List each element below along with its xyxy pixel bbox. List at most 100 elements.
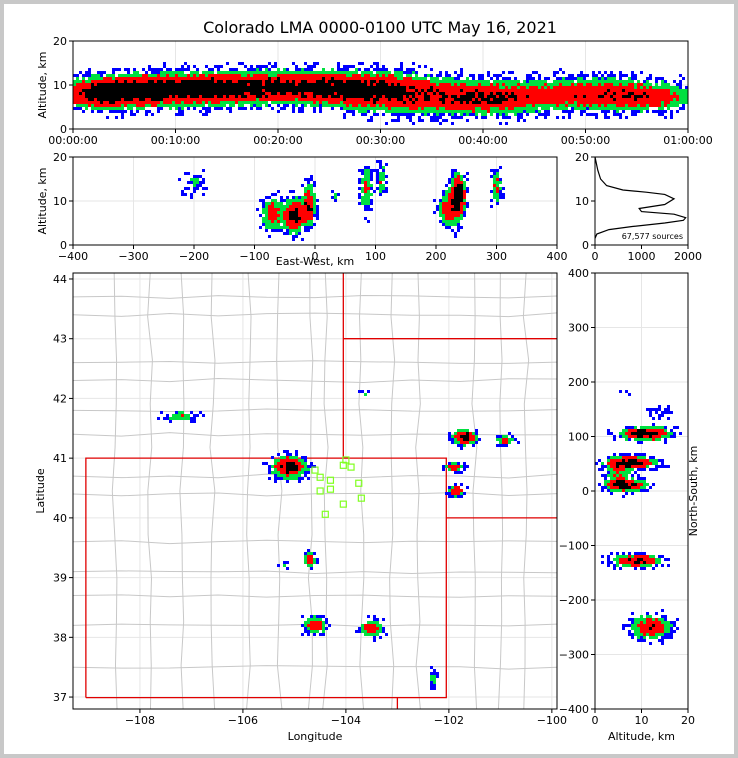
time-altitude-density-cell [286,95,289,98]
plan-view-density-cell [316,624,319,627]
time-altitude-density-cell [175,95,178,98]
time-altitude-density-cell [334,101,337,104]
time-altitude-density-cell [349,86,352,89]
time-altitude-density-cell [160,95,163,98]
time-altitude-density-cell [520,101,523,104]
time-altitude-density-cell [76,104,79,107]
time-altitude-density-cell [679,92,682,95]
plan-view-density-cell [511,438,514,441]
altitude-ns-density-cell [658,624,661,627]
time-altitude-density-cell [178,107,181,110]
time-altitude-density-cell [328,71,331,74]
time-altitude-density-cell [340,83,343,86]
altitude-ns-density-cell [652,636,655,639]
time-altitude-density-cell [391,89,394,92]
lma-station-marker [339,500,347,508]
time-altitude-density-cell [265,71,268,74]
time-altitude-density-cell [331,104,334,107]
time-altitude-density-cell [118,80,121,83]
time-altitude-density-cell [223,77,226,80]
time-altitude-density-cell [199,92,202,95]
time-altitude-density-cell [295,86,298,89]
time-altitude-density-cell [655,80,658,83]
time-altitude-density-cell [574,95,577,98]
plan-view-density-cell [466,486,469,489]
time-altitude-density-cell [544,77,547,80]
time-altitude-density-cell [412,95,415,98]
time-altitude-density-cell [601,95,604,98]
time-altitude-density-cell [214,80,217,83]
time-altitude-density-cell [517,98,520,101]
time-altitude-density-cell [298,110,301,113]
time-altitude-density-cell [547,107,550,110]
time-altitude-density-cell [133,95,136,98]
time-altitude-density-cell [400,104,403,107]
time-altitude-density-cell [295,77,298,80]
time-altitude-density-cell [400,95,403,98]
time-altitude-density-cell [385,101,388,104]
time-altitude-density-cell [364,68,367,71]
time-altitude-density-cell [391,80,394,83]
time-altitude-density-cell [559,98,562,101]
time-altitude-density-cell [568,104,571,107]
altitude-ns-density-cell [667,405,670,408]
time-altitude-density-cell [97,89,100,92]
ew-altitude-density-cell [385,187,388,190]
plan-view-density-cell [448,495,451,498]
time-altitude-density-cell [172,89,175,92]
altitude-ns-density-cell [601,474,604,477]
ew-altitude-density-cell [370,202,373,205]
ew-altitude-density-cell [262,199,265,202]
time-altitude-density-cell [292,77,295,80]
altitude-ns-density-cell [634,630,637,633]
time-altitude-density-cell [454,98,457,101]
time-altitude-density-cell [169,89,172,92]
ew-altitude-density-cell [442,214,445,217]
time-altitude-density-cell [202,77,205,80]
time-altitude-density-cell [649,77,652,80]
time-altitude-density-cell [91,101,94,104]
time-altitude-density-cell [115,110,118,113]
time-altitude-density-cell [130,89,133,92]
time-altitude-density-cell [148,92,151,95]
ew-altitude-density-cell [433,211,436,214]
time-altitude-density-cell [655,95,658,98]
ew-altitude-density-cell [271,214,274,217]
ew-altitude-density-cell [178,178,181,181]
plan-view-density-cell [280,474,283,477]
altitude-ns-density-cell [640,468,643,471]
ew-altitude-density-cell [307,226,310,229]
altitude-ns-density-cell [652,408,655,411]
plan-view-density-cell [433,678,436,681]
time-altitude-density-cell [526,74,529,77]
time-altitude-density-cell [436,83,439,86]
time-altitude-density-cell [403,95,406,98]
time-altitude-density-cell [367,89,370,92]
time-altitude-density-cell [262,98,265,101]
time-altitude-density-cell [598,95,601,98]
time-altitude-density-cell [580,101,583,104]
time-altitude-density-cell [283,86,286,89]
time-altitude-density-cell [271,92,274,95]
time-altitude-density-cell [313,71,316,74]
altitude-ns-y-tick-label: 300 [568,322,589,335]
altitude-ns-density-cell [640,459,643,462]
altitude-ns-density-cell [634,483,637,486]
time-altitude-density-cell [613,110,616,113]
ew-altitude-density-cell [307,217,310,220]
ew-altitude-density-cell [499,190,502,193]
plan-view-density-cell [379,627,382,630]
time-altitude-density-cell [229,95,232,98]
time-altitude-density-cell [394,110,397,113]
time-altitude-density-cell [250,86,253,89]
altitude-ns-density-cell [631,612,634,615]
time-altitude-density-cell [175,89,178,92]
time-altitude-density-cell [430,86,433,89]
time-altitude-density-cell [157,71,160,74]
plan-view-density-cell [316,561,319,564]
time-altitude-density-cell [415,74,418,77]
plan-view-density-cell [313,624,316,627]
time-altitude-density-cell [391,101,394,104]
ew-altitude-density-cell [265,202,268,205]
altitude-ns-density-cell [646,489,649,492]
